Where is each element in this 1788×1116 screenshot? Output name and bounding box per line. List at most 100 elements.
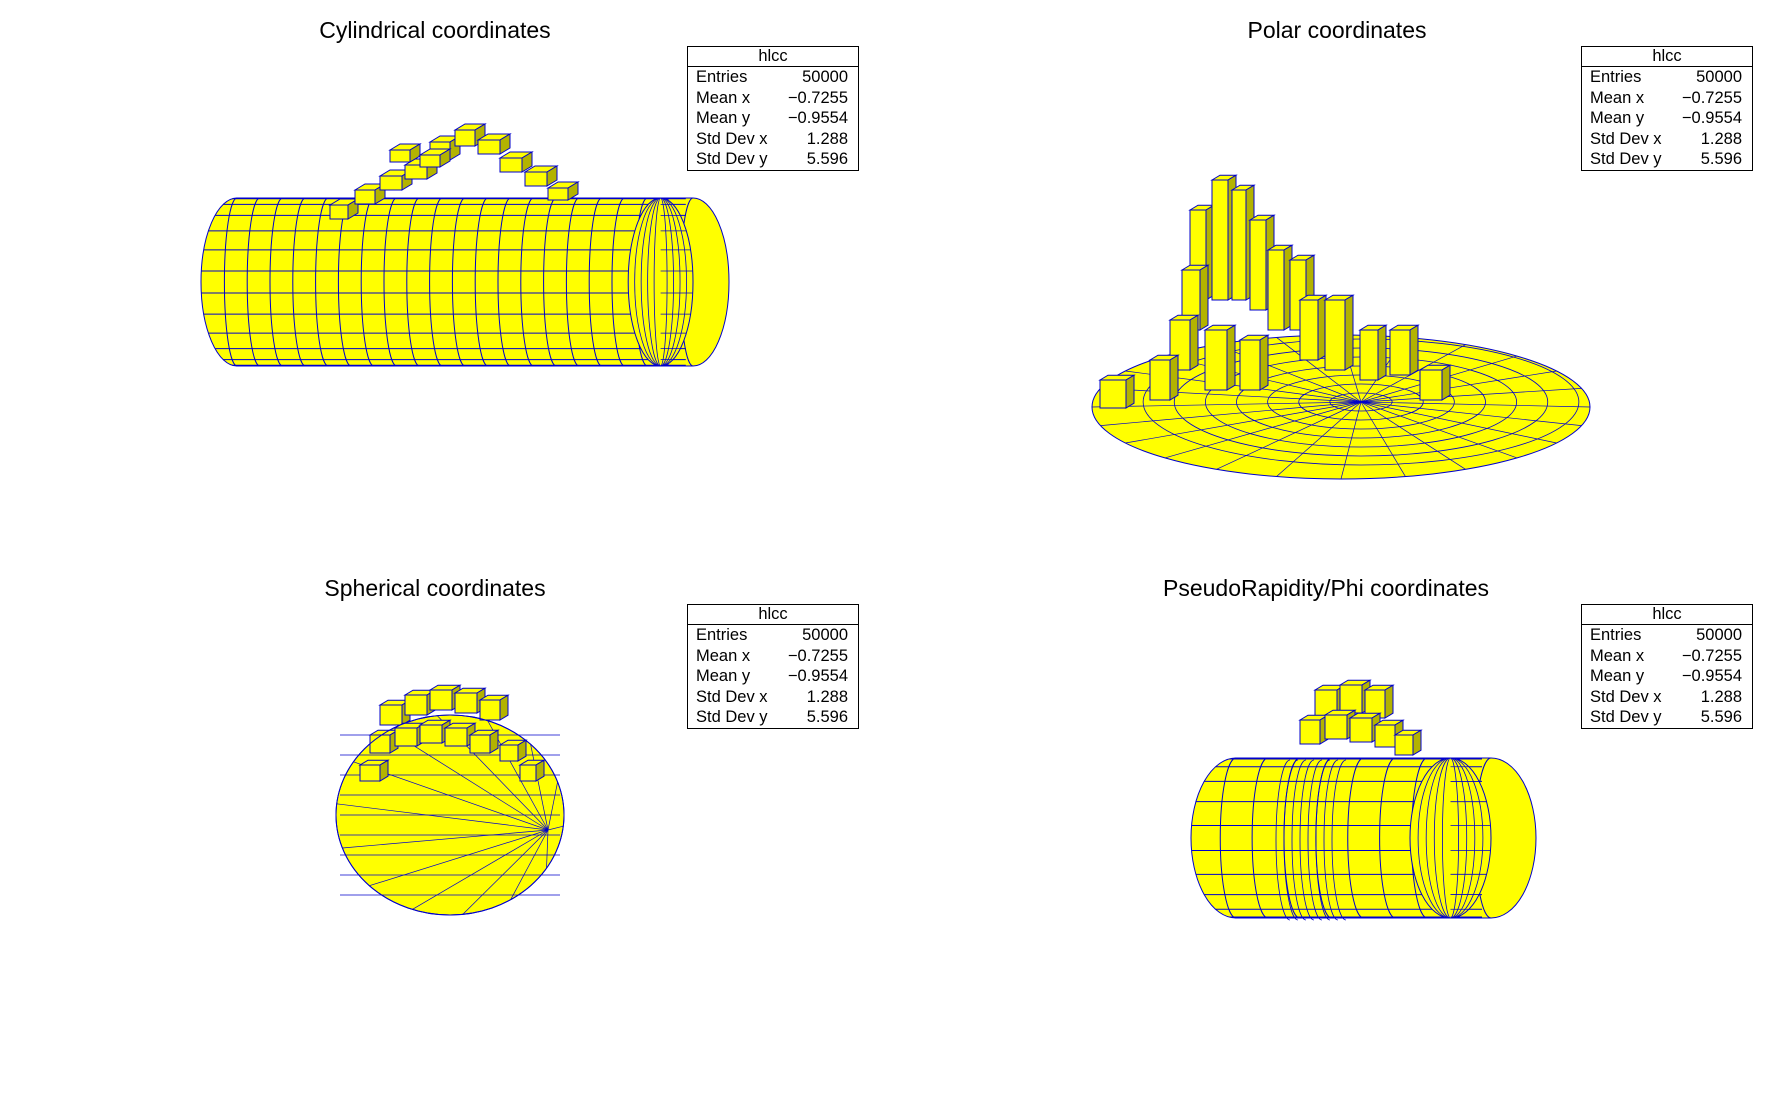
stats-row-std-y: Std Dev y 5.596 xyxy=(688,707,858,728)
polar-spoke xyxy=(1340,401,1362,480)
sphere-meridian xyxy=(342,829,549,849)
stats-value: 50000 xyxy=(802,626,848,644)
stats-label: Mean x xyxy=(696,88,751,107)
lego-bin-front xyxy=(1324,299,1346,371)
stats-label: Std Dev y xyxy=(1590,708,1662,726)
stats-row-mean-x: Mean x −0.7255 xyxy=(1582,88,1752,109)
lego-bin-front xyxy=(429,689,453,711)
lego-bin-front xyxy=(354,189,376,205)
polar-ring xyxy=(1298,383,1424,421)
stats-value: −0.7255 xyxy=(787,646,848,665)
stats-value: −0.7255 xyxy=(787,88,848,107)
eta-ring xyxy=(1291,759,1307,921)
eta-ring xyxy=(1307,759,1323,921)
stats-row-mean-x: Mean x −0.7255 xyxy=(688,88,858,109)
polar-spoke xyxy=(1360,370,1557,403)
sphere-meridian xyxy=(547,825,564,831)
lego-bin-front xyxy=(477,139,501,155)
stats-row-mean-x: Mean x −0.7255 xyxy=(688,646,858,667)
sphere-meridian xyxy=(336,803,549,831)
stats-label: Mean x xyxy=(696,646,751,665)
polar-spoke xyxy=(1125,401,1362,444)
title-polar: Polar coordinates xyxy=(1247,17,1427,43)
stats-label: Mean y xyxy=(1590,667,1645,685)
stats-value: 1.288 xyxy=(806,129,848,148)
stats-row-entries: Entries 50000 xyxy=(688,67,858,88)
ring-line xyxy=(474,197,488,367)
stats-box[interactable]: hlcc Entries 50000 Mean x −0.7255 Mean y −0.95… xyxy=(687,46,859,171)
lego-bin-front xyxy=(404,164,428,180)
stats-value: −0.9554 xyxy=(1681,667,1742,685)
lego-bin-front xyxy=(1204,329,1228,391)
stats-label: Mean y xyxy=(696,667,751,685)
sphere-meridian xyxy=(369,829,549,887)
stats-value: 1.288 xyxy=(1700,687,1742,706)
stats-row-entries: Entries 50000 xyxy=(688,625,858,646)
stats-label: Std Dev y xyxy=(1590,150,1662,168)
lego-bin-front xyxy=(1299,719,1321,745)
stats-value: 5.596 xyxy=(1700,708,1742,726)
stats-box[interactable]: hlcc Entries 50000 Mean x −0.7255 Mean y −0.95… xyxy=(1581,604,1753,729)
stats-row-std-x: Std Dev x 1.288 xyxy=(1582,687,1752,708)
eta-ring xyxy=(1315,759,1331,921)
stats-value: 50000 xyxy=(1696,68,1742,86)
cylinder-cap xyxy=(1409,757,1492,919)
sphere-outline xyxy=(335,714,565,916)
lego-bin-front xyxy=(519,764,537,782)
polar-ring xyxy=(1329,392,1393,412)
ring-line xyxy=(588,197,602,367)
stats-label: Entries xyxy=(1590,68,1642,86)
lego-bin-front xyxy=(379,704,403,726)
eta-ring xyxy=(1299,759,1315,921)
ring-line xyxy=(611,197,625,367)
stats-value: −0.9554 xyxy=(787,667,848,685)
lego-bin-side xyxy=(1169,354,1179,401)
stats-name: hlcc xyxy=(688,47,858,67)
ring-line xyxy=(429,197,443,367)
ring-line xyxy=(246,197,260,367)
lego-bin-front xyxy=(1419,369,1443,401)
stats-value: 5.596 xyxy=(1700,150,1742,168)
ring-line xyxy=(565,197,580,367)
lego-bin-side xyxy=(499,694,509,721)
eta-ring xyxy=(1283,759,1299,921)
stats-box[interactable]: hlcc Entries 50000 Mean x −0.7255 Mean y −0.95… xyxy=(1581,46,1753,171)
ring-line xyxy=(383,197,397,367)
stats-label: Entries xyxy=(696,626,748,644)
eta-ring xyxy=(1331,759,1347,921)
stats-row-std-y: Std Dev y 5.596 xyxy=(1582,149,1752,170)
lego-bin-front xyxy=(389,149,411,163)
ring-line xyxy=(1347,757,1364,919)
cap-ring xyxy=(634,197,687,367)
sphere-meridian xyxy=(462,829,549,915)
lego-bin-front xyxy=(499,744,519,762)
lego-bin-side xyxy=(1377,324,1387,381)
stats-value: −0.7255 xyxy=(1681,88,1742,107)
lego-bin-side xyxy=(1259,334,1269,391)
stats-label: Entries xyxy=(696,68,748,86)
stats-row-mean-x: Mean x −0.7255 xyxy=(1582,646,1752,667)
stats-label: Mean x xyxy=(1590,88,1645,107)
lego-bin-front xyxy=(404,694,428,716)
polar-spoke xyxy=(1360,401,1466,470)
ring-line xyxy=(451,197,466,367)
lego-bin-front xyxy=(547,187,569,201)
stats-row-mean-y: Mean y −0.9554 xyxy=(688,666,858,687)
stats-row-std-y: Std Dev y 5.596 xyxy=(1582,707,1752,728)
stats-box[interactable]: hlcc Entries 50000 Mean x −0.7255 Mean y −0.95… xyxy=(687,604,859,729)
lego-bin-front xyxy=(1359,329,1379,381)
lego-bin-side xyxy=(1226,324,1236,391)
stats-label: Mean y xyxy=(1590,109,1645,127)
stats-value: 50000 xyxy=(1696,626,1742,644)
polar-spoke xyxy=(1360,401,1582,426)
lego-bin-side xyxy=(1409,324,1419,376)
title-pseudorapidity: PseudoRapidity/Phi coordinates xyxy=(1162,575,1490,601)
sphere-meridian xyxy=(412,829,549,910)
ring-line xyxy=(1251,757,1268,919)
stats-value: −0.7255 xyxy=(1681,646,1742,665)
lego-bin-side xyxy=(1189,314,1199,371)
lego-bin-front xyxy=(1374,724,1396,748)
sphere-meridian xyxy=(389,730,549,831)
ring-line xyxy=(223,197,238,367)
